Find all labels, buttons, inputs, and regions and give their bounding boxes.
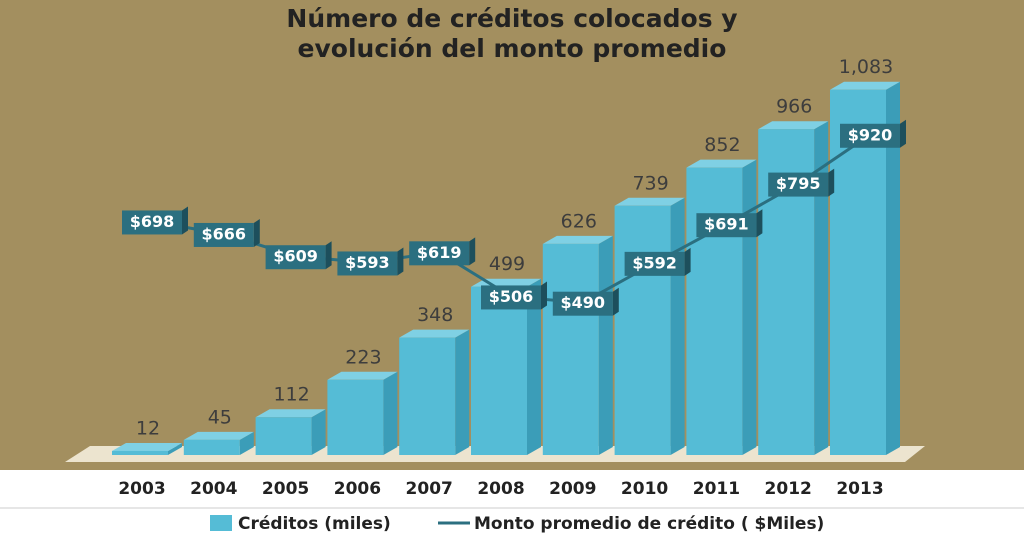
bar-side — [886, 81, 900, 455]
bar-top — [183, 431, 254, 440]
data-label: $619 — [417, 243, 462, 262]
bar-top — [399, 329, 470, 338]
bar — [830, 89, 886, 455]
marker — [409, 241, 470, 266]
data-label: 499 — [489, 253, 525, 275]
bar-top — [830, 81, 900, 90]
bar-side — [598, 235, 613, 455]
marker-side — [756, 209, 763, 238]
data-label: $920 — [848, 125, 893, 144]
bar — [183, 439, 240, 455]
bar-side — [455, 329, 470, 455]
marker-side — [684, 247, 691, 276]
bar — [471, 286, 527, 455]
bar-top — [686, 159, 757, 168]
data-label: $490 — [561, 293, 606, 312]
bar — [614, 205, 671, 455]
bar-top — [327, 371, 398, 380]
marker-side — [828, 168, 835, 197]
marker — [481, 285, 541, 310]
marker-side — [900, 119, 906, 148]
data-label: $691 — [704, 215, 749, 234]
bar-top — [758, 121, 829, 130]
legend-label: Créditos (miles) — [238, 514, 391, 534]
data-label: $506 — [489, 287, 534, 306]
x-tick-label: 2007 — [406, 479, 453, 499]
bar — [686, 167, 743, 456]
marker — [265, 245, 326, 270]
data-label: 223 — [345, 346, 381, 368]
data-label: 739 — [632, 172, 668, 194]
legend-swatch — [210, 515, 232, 531]
chart-title: evolución del monto promedio — [298, 34, 727, 63]
data-label: $698 — [130, 212, 175, 231]
bar-top — [255, 409, 326, 418]
bar — [255, 417, 312, 455]
data-label: 1,083 — [839, 56, 893, 78]
data-label: 45 — [208, 406, 232, 428]
bar-side — [814, 121, 829, 455]
bar-side — [527, 278, 541, 455]
bar-side — [383, 371, 398, 455]
x-tick-label: 2010 — [621, 479, 668, 499]
data-label: 966 — [776, 96, 812, 118]
bar — [112, 450, 168, 455]
marker — [840, 123, 900, 148]
bar-side — [239, 431, 254, 455]
x-tick-label: 2005 — [262, 479, 309, 499]
marker-side — [182, 206, 188, 235]
bar-side — [168, 442, 182, 455]
x-tick-label: 2008 — [477, 479, 524, 499]
bar-top — [614, 197, 685, 206]
bar — [399, 337, 456, 455]
x-tick-label: 2013 — [836, 479, 883, 499]
marker — [122, 210, 182, 235]
marker — [768, 172, 829, 197]
x-tick-label: 2012 — [765, 479, 812, 499]
data-label: $592 — [632, 253, 677, 272]
marker-side — [541, 281, 547, 310]
data-label: $795 — [776, 174, 821, 193]
data-label: 626 — [561, 210, 597, 232]
data-label: $593 — [345, 253, 390, 272]
marker-side — [612, 287, 619, 316]
bar-top — [112, 442, 182, 451]
x-tick-label: 2011 — [693, 479, 740, 499]
marker-side — [253, 218, 260, 247]
data-label: 112 — [273, 384, 309, 406]
marker — [696, 213, 757, 238]
marker — [193, 222, 254, 247]
bar-side — [311, 409, 326, 455]
data-label: 12 — [136, 417, 160, 439]
bar-top — [542, 235, 613, 244]
data-label: $666 — [202, 224, 247, 243]
data-label: 852 — [704, 134, 740, 156]
x-tick-label: 2006 — [334, 479, 381, 499]
bar-top — [471, 278, 541, 287]
x-tick-label: 2003 — [118, 479, 165, 499]
marker-side — [469, 237, 476, 266]
marker-side — [397, 247, 404, 276]
bar — [542, 243, 599, 455]
footer-background — [0, 470, 1024, 539]
data-label: $609 — [273, 247, 318, 266]
marker — [337, 251, 398, 276]
bar-side — [742, 159, 757, 456]
data-label: 348 — [417, 304, 453, 326]
marker — [624, 251, 685, 276]
x-tick-label: 2009 — [549, 479, 596, 499]
x-tick-label: 2004 — [190, 479, 237, 499]
legend-label: Monto promedio de crédito ( $Miles) — [474, 514, 824, 534]
marker-side — [325, 241, 332, 270]
chart-title: Número de créditos colocados y — [286, 4, 737, 33]
marker — [552, 291, 613, 316]
bar — [327, 379, 384, 455]
bar-side — [670, 197, 685, 456]
